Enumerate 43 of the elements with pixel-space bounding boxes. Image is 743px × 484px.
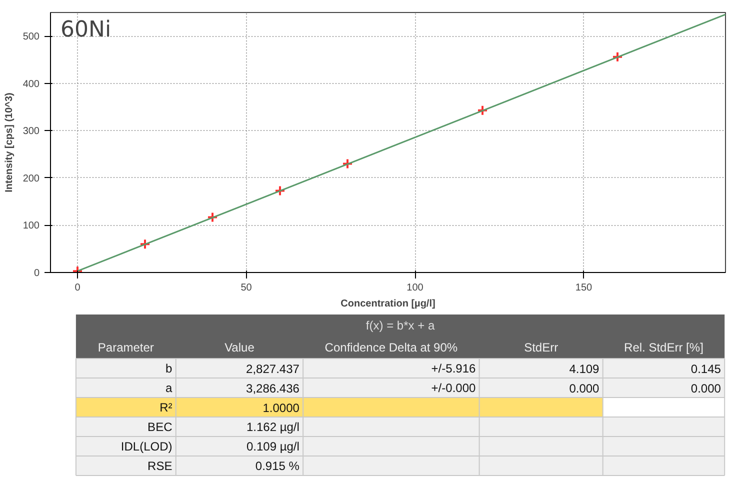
x-tick-label: 0 [74,282,81,294]
y-tick-label: 300 [22,126,40,138]
text: 0.000 [569,381,600,396]
point [140,238,150,250]
point [207,212,218,223]
point [342,158,353,170]
text: 3,286.436 [246,381,300,396]
category-label: BEC [148,420,172,434]
x-axis-title: Concentration [µg/l] [340,298,436,310]
x-tick-label: 150 [575,282,593,294]
text: f(x) = b*x + a [366,318,435,332]
category-label: R² [160,400,172,414]
text: 1.162 µg/l [246,420,300,434]
text: 2,827.437 [246,362,300,376]
y-tick-label: 100 [22,220,40,232]
category-label: Value [224,340,255,354]
x-tick-label: 50 [240,282,252,294]
category-label: Parameter [98,340,154,354]
y-tick-label: 500 [22,32,40,43]
category-label: b [166,361,172,376]
category-label: RSE [148,458,172,473]
x-tick-label: 100 [406,282,424,294]
category-label: StdErr [524,340,558,354]
category-label: a [166,380,172,395]
category-label: Confidence Delta at 90% [324,340,458,354]
y-tick-label: 400 [22,78,40,90]
text: 0.109 µg/l [246,439,300,454]
text: 1.0000 [262,400,300,415]
text: 0.145 [690,362,721,376]
point [477,104,488,116]
y-axis-title: Intensity [cps] (10^3) [4,92,15,192]
point [274,185,286,196]
category-label: Rel. StdErr [%] [624,340,704,354]
text: 4.109 [569,362,600,376]
annotation: 60Ni [60,18,112,42]
text: 0.915 % [255,458,300,473]
category-label: IDL(LOD) [120,439,172,454]
text: +/-5.916 [431,361,476,376]
y-tick-label: 0 [34,268,40,279]
text: +/-0.000 [431,380,476,395]
point [612,51,623,62]
y-tick-label: 200 [22,173,40,184]
text: 0.000 [690,381,721,396]
